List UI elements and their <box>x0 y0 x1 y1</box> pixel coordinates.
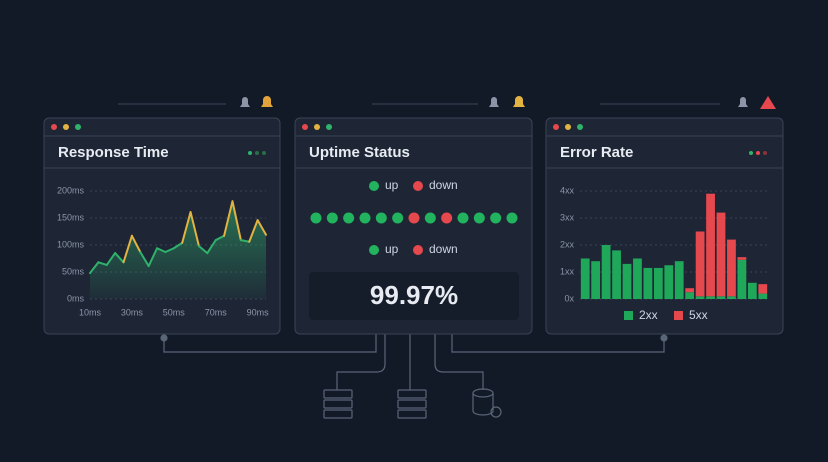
line-segment <box>114 252 125 264</box>
bar-segment <box>664 265 674 299</box>
bar-segment <box>653 267 663 299</box>
bar-segment <box>591 261 601 299</box>
line-segment <box>256 219 267 236</box>
bar-segment <box>706 296 715 299</box>
line-segment <box>197 245 209 255</box>
bar-segment <box>706 193 715 297</box>
line-segment <box>97 261 108 266</box>
bar-segment <box>612 250 621 299</box>
bar-segment <box>727 239 736 297</box>
y-tick-label: 3xx <box>560 212 575 222</box>
status-dot <box>326 212 338 224</box>
status-dot <box>490 212 502 224</box>
area <box>90 201 266 299</box>
status-dot <box>359 212 371 224</box>
bar-segment <box>727 296 736 299</box>
y-tick-label: 2xx <box>560 239 575 249</box>
line-segment <box>239 239 251 243</box>
line-segment <box>214 234 226 242</box>
line-segment <box>206 239 217 255</box>
bar-segment <box>622 263 632 299</box>
x-tick-label: 70ms <box>205 307 228 317</box>
y-tick-label: 50ms <box>62 266 85 276</box>
line-segment <box>147 247 159 268</box>
bar-segment <box>758 293 768 299</box>
line-segment <box>122 234 133 264</box>
bar-segment <box>737 257 747 260</box>
y-tick-label: 0ms <box>67 293 85 303</box>
status-dot <box>375 212 387 224</box>
bar-segment <box>601 245 611 299</box>
bar-segment <box>747 282 757 299</box>
legend-label: up <box>385 178 399 192</box>
bar-segment <box>643 267 653 299</box>
y-tick-label: 100ms <box>57 239 85 249</box>
legend-swatch <box>413 181 423 191</box>
x-tick-label: 30ms <box>121 307 144 317</box>
status-dot <box>506 212 518 224</box>
status-dot <box>392 212 404 224</box>
bar-segment <box>674 261 684 299</box>
bar-segment <box>758 284 768 294</box>
line-segment <box>189 211 200 248</box>
line-segment <box>130 234 142 254</box>
bar-segment <box>695 231 705 297</box>
x-tick-label: 10ms <box>79 307 102 317</box>
y-tick-label: 4xx <box>560 185 575 195</box>
legend-label: down <box>429 178 458 192</box>
line-segment <box>181 211 192 244</box>
line-segment <box>223 200 234 237</box>
bar-segment <box>580 258 590 299</box>
bar-segment <box>716 212 726 297</box>
bar-segment <box>716 296 726 299</box>
legend-swatch <box>624 311 633 320</box>
line-segment <box>139 251 150 268</box>
status-dot <box>441 212 453 224</box>
x-tick-label: 50ms <box>163 307 186 317</box>
summary-value: 99.97% <box>370 280 458 310</box>
panel: Error Rate <box>545 117 784 335</box>
chart-title: Response Time <box>58 144 169 161</box>
panel: Uptime Status <box>294 117 533 335</box>
line-segment <box>231 200 242 242</box>
status-dot <box>408 212 420 224</box>
chart-title: Error Rate <box>560 144 633 161</box>
summary-box <box>309 272 519 320</box>
legend-label: down <box>429 242 458 256</box>
legend-swatch <box>369 245 379 255</box>
line-segment <box>248 219 259 243</box>
legend-label: 2xx <box>639 308 658 322</box>
bar-segment <box>685 288 695 293</box>
legend-label: up <box>385 242 399 256</box>
line-segment <box>105 252 117 266</box>
decor <box>118 96 776 109</box>
y-tick-label: 150ms <box>57 212 85 222</box>
status-dot <box>310 212 322 224</box>
legend-swatch <box>674 311 683 320</box>
bar-segment <box>695 296 705 299</box>
status-dot <box>457 212 469 224</box>
bar-segment <box>737 259 747 299</box>
legend-swatch <box>369 181 379 191</box>
x-tick-label: 90ms <box>247 307 270 317</box>
y-tick-label: 1xx <box>560 266 575 276</box>
bar-segment <box>633 258 642 299</box>
legend-swatch <box>413 245 423 255</box>
status-dot <box>343 212 355 224</box>
y-tick-label: 200ms <box>57 185 85 195</box>
line-segment <box>172 241 184 250</box>
chart-title: Uptime Status <box>309 144 410 161</box>
line-segment <box>164 247 175 254</box>
y-tick-label: 0x <box>564 293 574 303</box>
status-dot <box>424 212 436 224</box>
connectors <box>160 334 668 419</box>
bar-segment <box>685 292 695 299</box>
line-segment <box>156 247 167 254</box>
legend-label: 5xx <box>689 308 708 322</box>
line-segment <box>89 261 100 275</box>
status-dot <box>473 212 485 224</box>
